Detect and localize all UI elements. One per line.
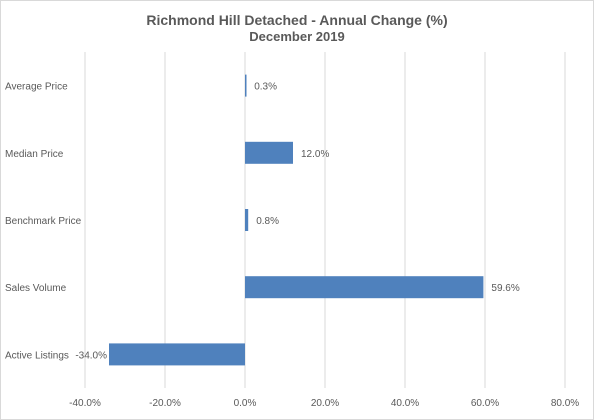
data-label: 0.8%	[256, 216, 279, 227]
data-label: 12.0%	[301, 149, 329, 160]
chart-title: Richmond Hill Detached - Annual Change (…	[146, 12, 447, 28]
data-label: 59.6%	[491, 283, 519, 294]
bar	[109, 343, 245, 366]
gridlines	[84, 52, 566, 388]
bar	[245, 209, 249, 231]
bars	[109, 74, 484, 366]
category-label: Average Price	[5, 82, 68, 93]
x-tick-label: -20.0%	[149, 398, 181, 409]
x-tick-label: 0.0%	[234, 398, 257, 409]
x-tick-label: -40.0%	[69, 398, 101, 409]
bar	[245, 74, 247, 97]
category-label: Active Listings	[5, 350, 69, 361]
x-tick-label: 20.0%	[311, 398, 339, 409]
category-label: Benchmark Price	[5, 216, 82, 227]
x-tick-label: 40.0%	[391, 398, 419, 409]
labels: -40.0% -20.0% 0.0% 20.0% 40.0% 60.0% 80.0% Aver…	[5, 82, 579, 409]
bar	[245, 276, 484, 299]
data-label: 0.3%	[254, 82, 277, 93]
category-label: Median Price	[5, 149, 64, 160]
x-tick-label: 80.0%	[551, 398, 579, 409]
chart-subtitle: December 2019	[249, 29, 344, 44]
bar	[245, 141, 293, 164]
data-label: -34.0%	[75, 350, 107, 361]
x-tick-label: 60.0%	[471, 398, 499, 409]
category-label: Sales Volume	[5, 283, 67, 294]
